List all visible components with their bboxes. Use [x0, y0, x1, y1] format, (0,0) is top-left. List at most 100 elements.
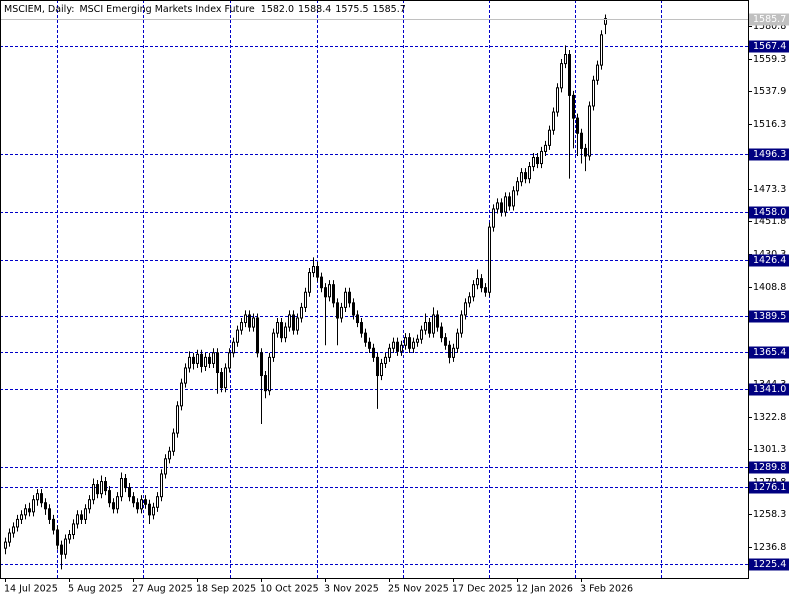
candle-body [380, 362, 383, 377]
candle-body [364, 332, 367, 343]
candle-body [208, 356, 211, 364]
candle-body [256, 317, 259, 354]
x-tick-label: 12 Jan 2026 [516, 584, 573, 595]
y-tick-label: 1236.8 [753, 542, 786, 553]
candle-body [172, 432, 175, 452]
high-value: 1588.4 [298, 4, 331, 15]
candle-body [416, 338, 419, 343]
x-tick-label: 18 Sep 2025 [196, 584, 256, 595]
candle-body [20, 514, 23, 520]
plot-border [0, 0, 749, 579]
candle-body [600, 34, 603, 66]
candle-body [176, 405, 179, 434]
candle-body [328, 284, 331, 298]
candle-body [276, 322, 279, 334]
y-tick-label: 1322.8 [753, 412, 786, 423]
candle-body [148, 503, 151, 516]
candle-body [240, 322, 243, 331]
candle-body [564, 54, 567, 65]
y-tick-label: 1301.3 [753, 444, 786, 455]
candle-body [540, 150, 543, 165]
level-label: 1289.8 [753, 462, 786, 473]
candle-body [436, 314, 439, 328]
candle-body [164, 458, 167, 475]
candle-body [100, 481, 103, 495]
candle-body [572, 94, 575, 119]
candle-body [116, 496, 119, 510]
level-label-box [749, 558, 789, 571]
y-tick-label: 1258.3 [753, 509, 786, 520]
description: MSCI Emerging Markets Index Future [79, 4, 254, 15]
level-label-box [749, 254, 789, 267]
candle-body [76, 514, 79, 525]
candle-body [28, 508, 31, 513]
candle-body [440, 326, 443, 339]
y-tick-label: 1451.8 [753, 216, 786, 227]
candle-body [316, 266, 319, 278]
candle-body [72, 523, 75, 536]
candle-body [372, 347, 375, 358]
candle-body [356, 314, 359, 324]
candle-body [544, 144, 547, 152]
candle-body [156, 496, 159, 508]
x-tick-label: 10 Oct 2025 [260, 584, 319, 595]
y-tick-label: 1580.8 [753, 21, 786, 32]
candle-body [88, 499, 91, 510]
candle-body [340, 306, 343, 319]
candle-body [12, 526, 15, 534]
candle-body [244, 314, 247, 324]
candle-body [560, 63, 563, 89]
candle-body [488, 226, 491, 293]
candle-body [80, 514, 83, 520]
candle-body [516, 181, 519, 192]
candle-body [580, 132, 583, 149]
candle-body [4, 541, 7, 549]
candle-body [344, 291, 347, 308]
candle-body [220, 372, 223, 389]
candle-body [584, 147, 587, 157]
candle-body [500, 202, 503, 213]
candle-body [56, 529, 59, 546]
candle-body [124, 478, 127, 489]
candle-body [408, 337, 411, 349]
level-label-box [749, 148, 789, 161]
candle-body [16, 518, 19, 528]
candle-body [232, 341, 235, 354]
candle-body [132, 496, 135, 504]
candle-body [296, 317, 299, 331]
vertical-grid [57, 0, 662, 578]
candle-body [272, 332, 275, 358]
candle-body [52, 518, 55, 531]
candle-body [204, 356, 207, 367]
y-tick-label: 1473.3 [753, 184, 786, 195]
candle-body [492, 208, 495, 228]
level-label: 1341.0 [753, 384, 786, 395]
candle-body [144, 499, 147, 505]
candle-body [604, 18, 607, 25]
candle-body [136, 502, 139, 510]
candle-body [68, 534, 71, 540]
candle-body [396, 341, 399, 352]
level-label-box [749, 206, 789, 219]
candle-body [260, 352, 263, 377]
candle-body [360, 322, 363, 334]
candle-body [268, 356, 271, 392]
candle-body [376, 356, 379, 377]
candle-body [468, 296, 471, 304]
candle-body [196, 353, 199, 364]
candle-body [192, 356, 195, 364]
close-value: 1585.7 [373, 4, 406, 15]
price-label: 1585.7 [753, 14, 786, 25]
candle-body [120, 478, 123, 498]
candle-body [476, 278, 479, 286]
candle-body [236, 329, 239, 343]
open-value: 1582.0 [261, 4, 294, 15]
candle-body [64, 538, 67, 555]
candle-body [152, 506, 155, 516]
candle-body [524, 172, 527, 180]
candle-body [108, 490, 111, 504]
candle-body [592, 79, 595, 107]
candle-body [40, 493, 43, 504]
candle-body [188, 356, 191, 369]
